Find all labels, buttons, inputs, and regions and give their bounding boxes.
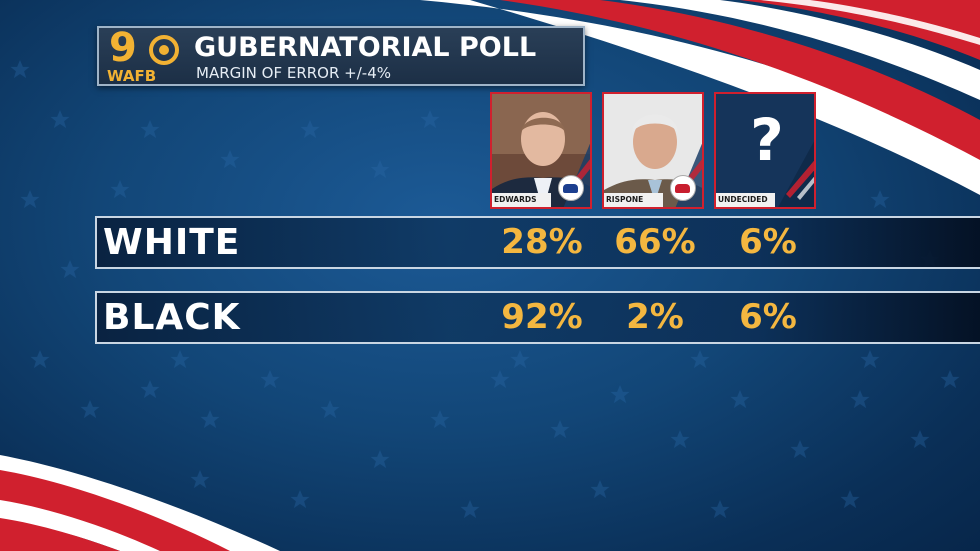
elephant-icon (670, 175, 696, 201)
value-undecided: 6% (739, 222, 797, 262)
value-rispone: 2% (626, 297, 684, 337)
cbs-eye-icon (149, 35, 179, 65)
station-number: 9 (109, 25, 137, 71)
poll-subtitle: MARGIN OF ERROR +/-4% (196, 64, 392, 82)
candidate-name-rispone: RISPONE (604, 193, 663, 207)
row-label: BLACK (103, 297, 241, 338)
value-edwards: 28% (501, 222, 583, 262)
title-banner: 9 WAFB GUBERNATORIAL POLL MARGIN OF ERRO… (97, 25, 585, 86)
poll-title: GUBERNATORIAL POLL (194, 32, 537, 63)
candidate-name-undecided: UNDECIDED (716, 193, 775, 207)
candidate-card-undecided: ? UNDECIDED (714, 92, 816, 209)
question-mark-icon: ? (750, 106, 784, 174)
station-logo: 9 WAFB (105, 25, 185, 85)
candidate-card-edwards: EDWARDS (490, 92, 592, 209)
value-undecided: 6% (739, 297, 797, 337)
station-call-letters: WAFB (107, 67, 157, 85)
row-label: WHITE (103, 222, 241, 263)
candidate-name-edwards: EDWARDS (492, 193, 551, 207)
candidate-card-rispone: RISPONE (602, 92, 704, 209)
value-rispone: 66% (614, 222, 696, 262)
undecided-placeholder (716, 94, 814, 207)
donkey-icon (558, 175, 584, 201)
results-row-white: WHITE 28% 66% 6% (95, 216, 980, 269)
value-edwards: 92% (501, 297, 583, 337)
results-row-black: BLACK 92% 2% 6% (95, 291, 980, 344)
